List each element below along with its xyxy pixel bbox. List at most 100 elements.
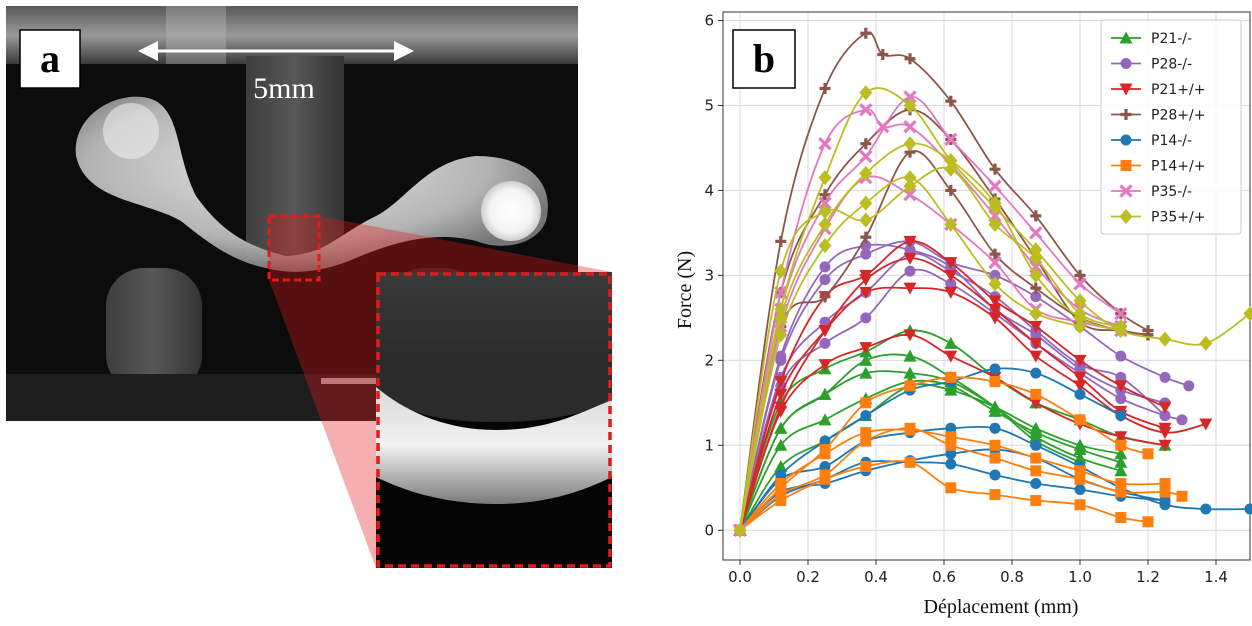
data-point <box>903 90 917 104</box>
data-point <box>944 286 958 299</box>
chart-legend: P21-/- P28-/- P21+/+ P28+/+ P14-/- P14+/+ P35-… <box>1100 19 1242 235</box>
data-point <box>944 383 958 396</box>
legend-swatch-marker <box>1120 58 1132 69</box>
data-point <box>1158 331 1172 347</box>
data-point <box>903 349 917 362</box>
data-point <box>860 397 872 409</box>
data-point <box>944 257 958 270</box>
legend-label: P14-/- <box>1151 133 1192 149</box>
data-point <box>1073 371 1087 384</box>
data-point <box>1030 478 1042 490</box>
data-point <box>859 212 873 228</box>
data-point <box>903 188 917 202</box>
top-clamp-bar <box>6 6 578 64</box>
data-point <box>1029 337 1043 350</box>
data-point <box>989 439 1001 451</box>
data-point <box>859 274 873 287</box>
series-P21+/+ <box>733 235 1213 537</box>
data-point <box>1183 380 1195 392</box>
data-point <box>1029 267 1043 283</box>
data-point <box>988 312 1002 325</box>
data-point <box>944 216 958 232</box>
data-point <box>1030 210 1042 222</box>
data-point <box>903 97 917 113</box>
panel-b-label: b <box>753 36 775 81</box>
data-point <box>859 286 873 299</box>
data-point <box>945 184 957 196</box>
data-point <box>1199 335 1213 351</box>
data-point <box>945 95 957 107</box>
data-point <box>819 316 831 328</box>
data-point <box>1074 269 1086 281</box>
series-line <box>739 329 1166 531</box>
data-point <box>1115 439 1127 451</box>
legend-swatch-marker <box>1119 83 1133 96</box>
x-tick-label: 0.2 <box>796 568 820 586</box>
data-point <box>818 196 832 210</box>
data-point <box>819 337 831 349</box>
series-line <box>739 257 1166 531</box>
x-tick-label: 1.4 <box>1204 568 1228 586</box>
scale-label: 5mm <box>253 72 315 105</box>
data-point <box>903 235 917 248</box>
data-point <box>818 325 832 338</box>
data-point <box>860 312 872 324</box>
data-point <box>944 161 958 177</box>
legend-swatch-marker <box>1120 134 1132 146</box>
data-point <box>774 263 788 279</box>
data-point <box>774 327 788 343</box>
data-point <box>774 460 788 473</box>
y-axis-label: Force (N) <box>674 251 696 329</box>
data-point <box>945 448 957 460</box>
data-point <box>1243 306 1252 322</box>
data-point <box>1114 380 1128 393</box>
data-point <box>1115 371 1127 383</box>
x-tick-label: 0.0 <box>728 568 752 586</box>
data-point <box>1114 447 1128 460</box>
legend-label: P35-/- <box>1151 184 1192 200</box>
data-point <box>1029 242 1043 258</box>
data-point <box>859 195 873 211</box>
data-point <box>904 265 916 277</box>
data-point <box>774 310 788 326</box>
data-point <box>1029 226 1043 240</box>
data-point <box>818 359 832 372</box>
data-point <box>1073 306 1087 322</box>
data-point <box>1158 439 1172 452</box>
data-point <box>1114 306 1128 321</box>
data-point <box>775 478 787 490</box>
data-point <box>989 163 1001 175</box>
data-point <box>988 303 1002 316</box>
data-point <box>903 252 917 265</box>
data-point <box>774 376 788 389</box>
x-tick-label: 0.8 <box>1000 568 1024 586</box>
data-point <box>1029 350 1043 363</box>
legend-swatch-marker <box>1120 109 1132 120</box>
y-tick-label: 1 <box>704 436 714 454</box>
data-point <box>1030 291 1042 303</box>
panel-a-label: a <box>40 36 60 81</box>
data-point <box>1158 401 1172 414</box>
data-point <box>859 165 873 181</box>
scale-bar-arrow <box>138 41 414 61</box>
data-point <box>945 458 957 470</box>
data-point <box>1074 388 1086 400</box>
data-point <box>859 85 873 101</box>
data-point <box>819 448 831 460</box>
data-point <box>818 238 832 254</box>
data-point <box>1176 490 1188 502</box>
data-point <box>1029 421 1043 434</box>
data-point <box>904 380 916 392</box>
force-displacement-chart: 0.0 0.2 0.4 0.6 0.8 1.0 1.2 1.4 0 1 2 3 4 5 6 Déplacem… <box>674 11 1252 618</box>
series-line <box>739 176 1081 531</box>
data-point <box>903 282 917 295</box>
data-point <box>903 120 917 134</box>
chart-axes <box>722 11 1251 561</box>
data-point <box>1073 438 1087 451</box>
data-point <box>1029 250 1043 266</box>
panel-b-label-box <box>732 29 796 89</box>
legend-swatch-marker <box>1119 184 1133 198</box>
data-point <box>1074 363 1086 375</box>
data-point <box>1159 478 1171 490</box>
data-point <box>1073 293 1087 309</box>
